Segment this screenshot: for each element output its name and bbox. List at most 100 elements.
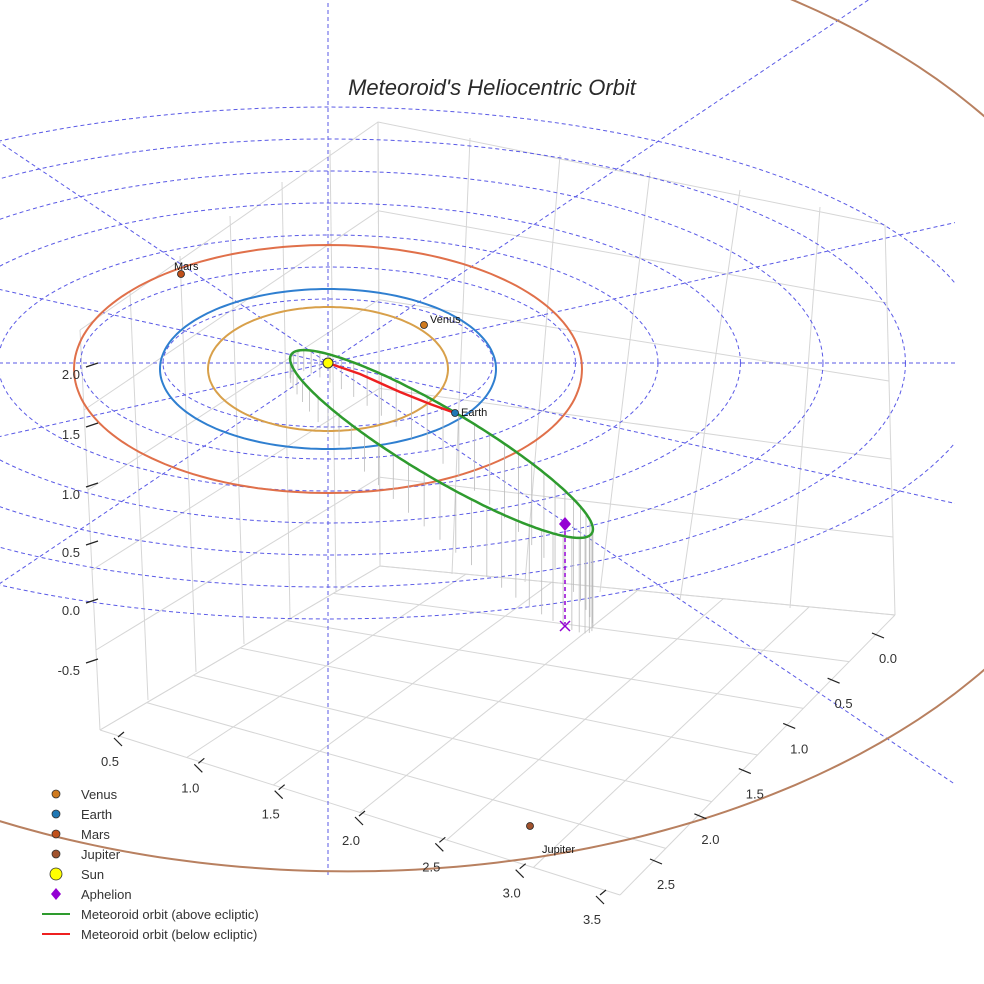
z-tick-label: -0.5 [58, 663, 80, 678]
legend-item: Jupiter [51, 847, 121, 862]
grid-line [87, 299, 890, 491]
tick-mark [738, 768, 752, 775]
tick-mark [515, 869, 525, 879]
tick-mark [85, 598, 99, 604]
x-tick-label: 3.0 [503, 886, 521, 901]
legend-item: Mars [51, 827, 110, 842]
grid-line [83, 210, 888, 411]
point-layer: Venus Earth Mars Jupiter [174, 261, 575, 856]
legend-item: Meteoroid orbit (below ecliptic) [42, 927, 257, 942]
grid-line [99, 565, 896, 731]
tick-mark [438, 836, 446, 843]
grid-line [884, 224, 896, 616]
legend-label: Mars [81, 827, 110, 842]
legend-item: Aphelion [51, 887, 132, 902]
y-tick-label: 0.0 [879, 651, 897, 666]
earth-label: Earth [461, 407, 487, 419]
grid-line [532, 606, 810, 868]
tick-mark [649, 858, 663, 865]
tick-mark [85, 658, 99, 664]
x-tick-label: 2.5 [422, 859, 440, 874]
legend-marker [51, 809, 61, 819]
tick-mark [85, 540, 99, 546]
tick-mark [434, 842, 444, 852]
tick-mark [193, 763, 203, 773]
legend-marker [49, 867, 63, 881]
aphelion-projection-mark [559, 620, 571, 632]
grid-line [789, 206, 821, 609]
y-tick-label: 1.5 [746, 787, 764, 802]
grid-layer [79, 121, 896, 896]
venus-orbit [206, 306, 449, 432]
x-tick-label: 3.5 [583, 912, 601, 927]
y-tick-label: 2.0 [701, 832, 719, 847]
legend-label: Earth [81, 807, 112, 822]
jupiter-label: Jupiter [542, 844, 575, 856]
chart-title: Meteoroid's Heliocentric Orbit [348, 75, 637, 100]
venus-label: Venus [430, 314, 461, 326]
grid-line [79, 121, 886, 331]
tick-mark [85, 422, 99, 428]
tick-mark [197, 757, 205, 764]
tick-mark [278, 784, 286, 791]
legend-marker [51, 888, 61, 900]
aphelion-marker [559, 517, 571, 531]
legend-marker [51, 849, 61, 859]
tick-mark [827, 677, 840, 684]
grid-line [359, 590, 638, 813]
ecliptic-grid [0, 0, 955, 875]
grid-line [281, 181, 291, 619]
grid-line [329, 149, 337, 593]
ecliptic-circle [0, 106, 955, 620]
meteoroid-orbit-above [288, 348, 595, 540]
legend-label: Jupiter [81, 847, 121, 862]
tick-mark [113, 737, 123, 747]
legend-label: Meteoroid orbit (below ecliptic) [81, 927, 257, 942]
tick-mark [85, 482, 99, 488]
z-tick-label: 1.0 [62, 487, 80, 502]
grid-line [95, 476, 894, 651]
mars-label: Mars [174, 261, 199, 273]
tick-mark [274, 790, 284, 800]
x-tick-label: 0.5 [101, 754, 119, 769]
grid-line [229, 215, 245, 645]
x-tick-label: 2.0 [342, 833, 360, 848]
legend-label: Aphelion [81, 887, 132, 902]
earth-orbit [158, 288, 497, 450]
grid-line [599, 171, 651, 593]
grid-line [377, 121, 381, 567]
grid-line [379, 565, 896, 616]
grid-line [451, 137, 471, 575]
ecliptic-circle [79, 266, 576, 460]
grid-line [79, 329, 101, 731]
orbit-layer [0, 0, 984, 873]
tick-mark [85, 362, 99, 368]
grid-line [679, 189, 741, 601]
x-tick-label: 1.0 [181, 780, 199, 795]
y-tick-label: 1.0 [790, 741, 808, 756]
tick-mark [117, 731, 125, 738]
grid-line [91, 387, 892, 571]
jupiter-marker [526, 822, 534, 830]
tick-mark [871, 632, 885, 639]
grid-line [129, 291, 149, 701]
legend-marker [51, 789, 61, 799]
legend-item: Venus [51, 787, 118, 802]
tick-mark [519, 863, 527, 870]
tick-layer: -0.5 0.0 0.5 1.0 1.5 2.0 0.5 1.0 1.5 2.0 2.5 3.0 3.5… [58, 362, 897, 927]
legend: Venus Earth Mars Jupiter Sun Aphelion Meteoroi… [42, 787, 259, 942]
legend-item: Sun [49, 867, 104, 882]
grid-line [179, 255, 197, 673]
z-tick-label: 1.5 [62, 427, 80, 442]
meteoroid-orbit-below [327, 361, 456, 415]
jupiter-orbit [0, 0, 984, 873]
x-tick-label: 1.5 [262, 807, 280, 822]
tick-mark [354, 816, 364, 826]
legend-item: Meteoroid orbit (above ecliptic) [42, 907, 259, 922]
mars-orbit [72, 243, 583, 495]
tick-mark [782, 722, 796, 729]
mars-marker [177, 270, 185, 278]
legend-marker [51, 829, 61, 839]
sun-marker [322, 357, 334, 369]
